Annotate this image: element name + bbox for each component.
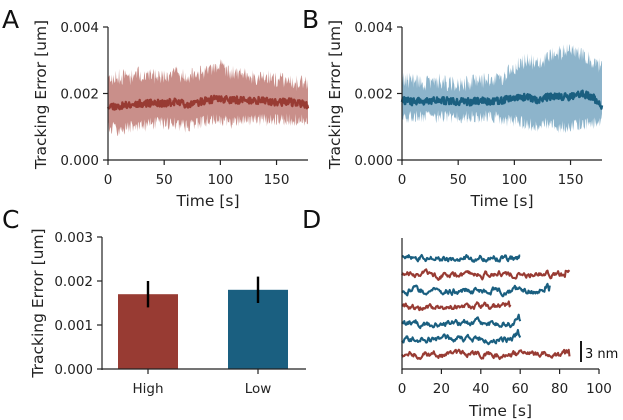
panel-b-x-tick-label: 0 — [398, 172, 407, 188]
panel-d-x-tick-label: 40 — [472, 381, 489, 397]
panel-letter-c: C — [2, 205, 19, 234]
panel-d-x-tick-label: 80 — [551, 381, 568, 397]
panel-a-x-tick-label: 50 — [156, 172, 173, 188]
panel-b-x-axis-label: Time [s] — [469, 192, 533, 210]
panel-c: High Low 0.000 0.001 0.002 0.003 Tracking Erro… — [29, 228, 306, 397]
panel-a-x-tick-label: 150 — [264, 172, 290, 188]
panel-c-x-tick-label: Low — [245, 381, 272, 397]
panel-b-y-tick-label: 0.004 — [354, 20, 393, 36]
panel-a-y-tick-label: 0.002 — [60, 87, 99, 103]
panel-d-x-tick-label: 100 — [586, 381, 612, 397]
panel-a-error-band — [108, 58, 308, 136]
panel-c-y-tick-label: 0.000 — [54, 362, 93, 378]
scale-bar-label: 3 nm — [585, 347, 618, 362]
panel-c-y-tick-label: 0.003 — [54, 230, 93, 246]
panel-letter-d: D — [302, 205, 321, 234]
panel-a-y-axis-label: Tracking Error [um] — [32, 20, 50, 170]
panel-letter-a: A — [2, 5, 19, 34]
panel-d-x-axis-label: Time [s] — [468, 402, 532, 420]
panel-a: 0.000 0.002 0.004 0 50 100 150 Time [s] Tracking… — [32, 20, 310, 210]
panel-a-x-tick-label: 100 — [207, 172, 233, 188]
panel-a-x-tick-label: 0 — [104, 172, 113, 188]
panel-d-x-tick-label: 60 — [512, 381, 529, 397]
panel-d: 0 20 40 60 80 100 Time [s] 3 nm — [398, 238, 618, 420]
panel-c-x-tick-label: High — [132, 381, 163, 397]
trace-7 — [401, 348, 571, 361]
panel-c-y-axis-label: Tracking Error [um] — [29, 228, 47, 378]
panel-b-y-axis-label: Tracking Error [um] — [326, 20, 344, 170]
panel-letter-b: B — [302, 5, 319, 34]
panel-b-error-band — [402, 44, 602, 134]
trace-1 — [401, 253, 521, 263]
panel-c-y-tick-label: 0.002 — [54, 274, 93, 290]
panel-b-x-tick-label: 100 — [501, 172, 527, 188]
panel-a-mean-line — [106, 94, 310, 111]
panel-d-x-tick-label: 0 — [398, 381, 407, 397]
panel-a-y-tick-label: 0.004 — [60, 20, 99, 36]
panel-b: 0.000 0.002 0.004 0 50 100 150 Time [s] Tracking… — [326, 20, 604, 210]
panel-c-y-tick-label: 0.001 — [54, 318, 93, 334]
panel-a-x-axis-label: Time [s] — [175, 192, 239, 210]
panel-b-x-tick-label: 50 — [450, 172, 467, 188]
panel-d-x-tick-label: 20 — [433, 381, 450, 397]
panel-b-mean-line — [400, 89, 604, 110]
trace-3 — [401, 282, 551, 298]
trace-6 — [401, 328, 522, 346]
trace-4 — [401, 300, 512, 312]
panel-b-x-tick-label: 150 — [558, 172, 584, 188]
panel-a-y-tick-label: 0.000 — [60, 153, 99, 169]
panel-b-y-tick-label: 0.000 — [354, 153, 393, 169]
trace-2 — [401, 268, 571, 281]
trace-5 — [401, 313, 522, 330]
panel-b-y-tick-label: 0.002 — [354, 87, 393, 103]
